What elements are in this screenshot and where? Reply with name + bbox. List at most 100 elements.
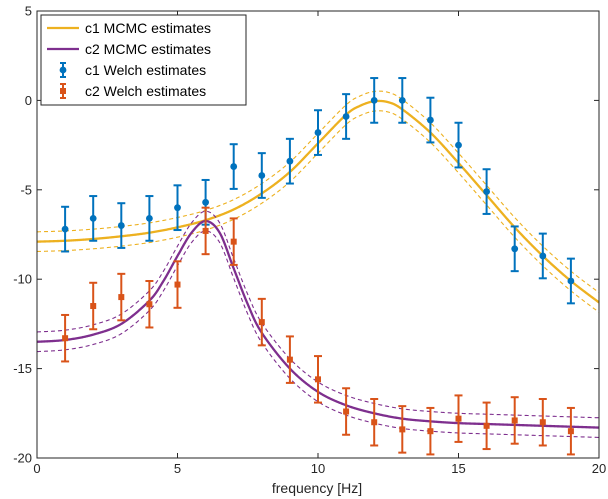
data-marker (371, 419, 378, 426)
y-tick-label: -15 (13, 361, 32, 376)
data-marker (174, 281, 181, 288)
data-marker (146, 301, 153, 308)
welch-point-1-8 (257, 152, 266, 199)
data-marker (567, 277, 575, 285)
data-marker (370, 97, 378, 104)
welch-point-1-7 (229, 143, 238, 190)
data-marker (427, 116, 434, 124)
data-marker (315, 376, 321, 383)
welch-point-2-7 (229, 217, 238, 266)
welch-point-1-15 (454, 121, 463, 169)
data-marker (286, 157, 294, 165)
welch-point-1-1 (61, 205, 70, 253)
y-tick-label: 5 (25, 4, 32, 19)
welch-point-2-4 (145, 279, 154, 329)
welch-point-1-3 (117, 202, 126, 249)
legend-swatch-marker (60, 88, 66, 94)
welch-point-2-2 (89, 281, 98, 331)
legend-entry-2: c2 MCMC estimates (47, 41, 211, 57)
data-marker (539, 252, 547, 260)
data-marker (146, 215, 153, 222)
welch-point-1-2 (89, 195, 98, 242)
data-marker (539, 419, 546, 426)
welch-point-1-12 (370, 77, 379, 124)
data-marker (89, 215, 97, 222)
data-marker (314, 129, 322, 136)
axes: 0 5 10 15 20 -20 -15 -10 -5 0 5 (13, 4, 606, 477)
welch-point-2-19 (566, 406, 575, 456)
welch-point-2-6 (201, 206, 210, 256)
welch-point-1-5 (173, 184, 182, 232)
data-marker (117, 222, 125, 229)
data-marker (230, 238, 237, 245)
data-marker (230, 163, 238, 170)
x-tick-label: 0 (33, 461, 40, 476)
welch-point-2-16 (482, 401, 491, 451)
welch-point-2-15 (454, 394, 463, 443)
legend-label: c2 MCMC estimates (85, 41, 211, 57)
legend-entry-4: c2 Welch estimates (60, 83, 206, 99)
legend-entry-3: c1 Welch estimates (59, 62, 206, 78)
data-marker (61, 225, 69, 233)
data-marker (483, 422, 490, 429)
welch-point-1-14 (426, 96, 435, 144)
welch-point-1-17 (510, 225, 519, 273)
legend-box (40, 14, 247, 106)
legend: c1 MCMC estimates c2 MCMC estimates c1 Wel… (40, 14, 247, 106)
data-marker (455, 141, 462, 149)
welch-point-2-3 (117, 272, 126, 322)
welch-point-2-13 (398, 405, 407, 454)
legend-swatch-marker (59, 66, 67, 74)
data-marker (567, 428, 574, 435)
x-tick-label: 5 (174, 461, 181, 476)
welch-point-1-11 (342, 93, 351, 140)
welch-point-2-12 (370, 397, 379, 447)
welch-point-2-18 (538, 397, 547, 447)
data-marker (90, 303, 97, 310)
data-marker (258, 172, 266, 179)
y-tick-label: -5 (20, 182, 32, 197)
legend-label: c1 Welch estimates (85, 62, 206, 78)
welch-point-1-10 (314, 109, 322, 156)
data-marker (427, 428, 434, 435)
data-marker (511, 245, 519, 253)
data-marker (62, 335, 69, 342)
data-marker (455, 415, 462, 422)
data-marker (202, 198, 210, 206)
y-tick-label: 0 (25, 93, 32, 108)
welch-point-1-18 (538, 232, 547, 280)
welch-point-2-1 (61, 313, 70, 363)
y-tick-label: -10 (13, 272, 32, 287)
welch-point-1-4 (145, 195, 154, 242)
plot-area (36, 77, 600, 456)
x-tick-label: 20 (592, 461, 606, 476)
x-tick-label: 10 (311, 461, 325, 476)
data-marker (174, 204, 181, 212)
data-marker (399, 426, 406, 433)
data-marker (398, 97, 406, 104)
data-marker (202, 227, 209, 234)
welch-point-2-14 (426, 406, 435, 456)
welch-point-2-5 (173, 260, 182, 309)
welch-point-1-16 (482, 168, 491, 215)
legend-label: c2 Welch estimates (85, 83, 206, 99)
data-marker (286, 356, 293, 363)
welch-point-1-9 (285, 137, 294, 185)
welch-point-2-9 (285, 335, 294, 384)
welch-point-2-17 (510, 396, 519, 445)
welch-point-2-8 (257, 297, 266, 347)
data-marker (342, 113, 350, 120)
data-marker (511, 417, 518, 424)
data-marker (343, 408, 350, 415)
legend-entry-1: c1 MCMC estimates (47, 20, 211, 36)
welch-point-1-19 (566, 257, 575, 305)
y-tick-label: -20 (13, 451, 32, 466)
data-marker (483, 188, 490, 195)
data-marker (118, 294, 125, 301)
x-axis-title: frequency [Hz] (272, 480, 362, 496)
legend-label: c1 MCMC estimates (85, 20, 211, 36)
data-marker (258, 319, 265, 326)
x-tick-label: 15 (451, 461, 465, 476)
welch-point-2-11 (342, 387, 351, 436)
